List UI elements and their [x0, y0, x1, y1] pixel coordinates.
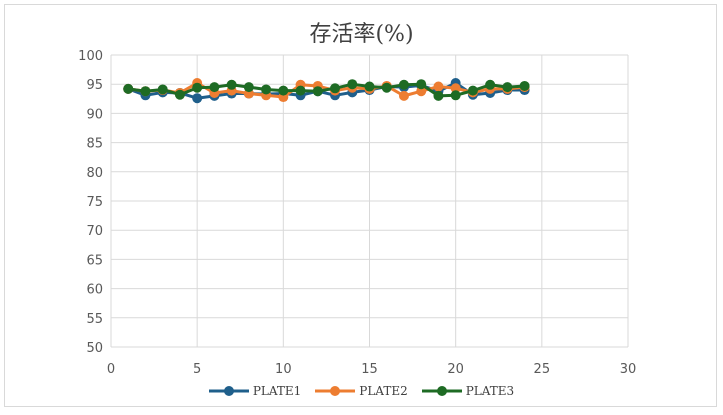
data-point: [450, 90, 461, 101]
legend: PLATE1 PLATE2 PLATE3: [0, 384, 723, 398]
data-point: [450, 83, 461, 94]
data-point: [381, 82, 392, 93]
data-point: [433, 81, 444, 92]
legend-label: PLATE1: [252, 384, 302, 398]
data-point: [398, 90, 409, 101]
data-point: [157, 84, 168, 95]
data-point: [485, 79, 496, 90]
series-plate3: [123, 79, 530, 101]
legend-item-plate3: PLATE3: [421, 384, 515, 398]
data-point: [140, 86, 151, 97]
data-point: [398, 79, 409, 90]
data-point: [192, 82, 203, 93]
x-tick-label: 20: [447, 362, 464, 377]
y-tick-label: 70: [86, 224, 103, 239]
legend-marker-icon: [421, 386, 462, 396]
x-tick-label: 15: [361, 362, 378, 377]
legend-marker-icon: [315, 386, 356, 396]
y-tick-label: 85: [86, 137, 103, 152]
legend-label: PLATE2: [359, 384, 408, 398]
x-tick-label: 25: [534, 362, 551, 377]
x-tick-label: 0: [107, 362, 115, 377]
x-tick-label: 30: [620, 362, 637, 377]
legend-marker-icon: [208, 386, 249, 396]
data-point: [243, 82, 254, 93]
x-tick-label: 10: [275, 362, 292, 377]
data-point: [519, 80, 530, 91]
data-point: [295, 85, 306, 96]
data-point: [433, 90, 444, 101]
y-tick-label: 50: [86, 341, 103, 356]
legend-label: PLATE3: [465, 384, 515, 398]
data-point: [330, 83, 341, 94]
data-point: [347, 79, 358, 90]
data-point: [364, 81, 375, 92]
data-point: [226, 79, 237, 90]
data-point: [123, 83, 134, 94]
x-tick-label: 5: [193, 362, 201, 377]
data-point: [209, 82, 220, 93]
y-tick-label: 55: [86, 312, 103, 327]
data-point: [312, 86, 323, 97]
data-point: [502, 82, 513, 93]
y-tick-label: 95: [86, 78, 103, 93]
data-point: [278, 85, 289, 96]
y-tick-label: 75: [86, 195, 103, 210]
legend-item-plate2: PLATE2: [315, 384, 408, 398]
data-point: [416, 79, 427, 90]
chart-frame: [4, 4, 717, 407]
y-tick-label: 60: [86, 283, 103, 298]
data-point: [467, 85, 478, 96]
data-point: [174, 89, 185, 100]
y-tick-label: 65: [86, 253, 103, 268]
data-point: [261, 84, 272, 95]
y-tick-label: 100: [78, 49, 103, 64]
chart-title: 存活率(%): [309, 22, 414, 47]
legend-item-plate1: PLATE1: [208, 384, 302, 398]
data-point: [416, 86, 427, 97]
y-tick-label: 90: [86, 107, 103, 122]
data-point: [192, 93, 203, 104]
y-tick-label: 80: [86, 166, 103, 181]
